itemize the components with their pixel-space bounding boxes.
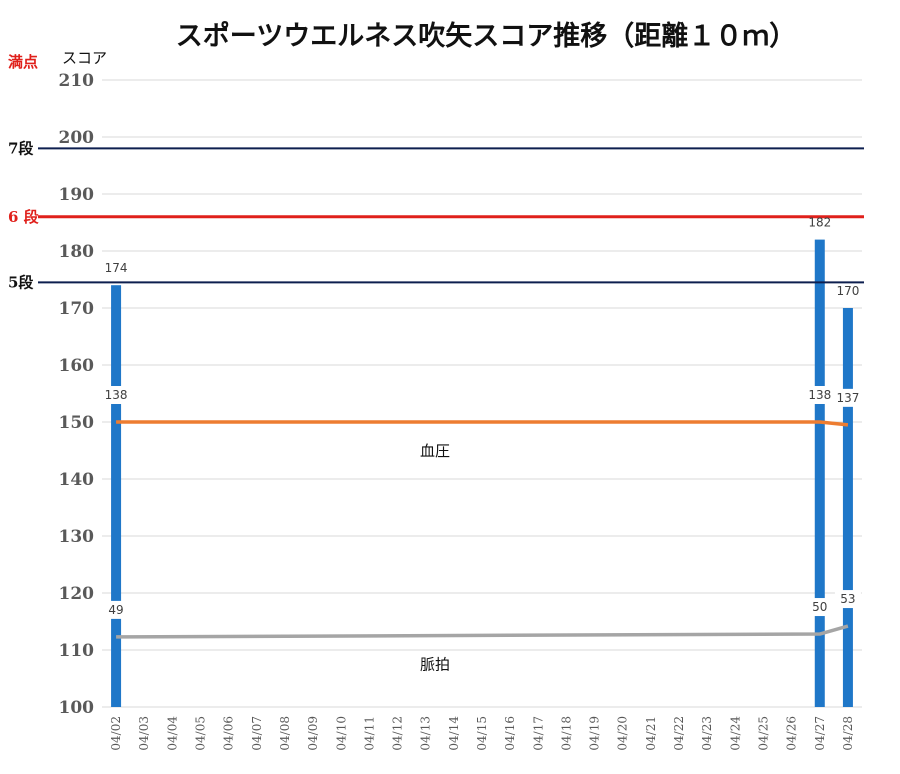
x-tick-label: 04/14 — [447, 716, 461, 751]
y-tick-label: 140 — [59, 470, 95, 490]
x-tick-label: 04/07 — [250, 716, 264, 751]
series-line — [116, 420, 849, 427]
data-label-bg — [806, 598, 833, 617]
x-tick-label: 04/22 — [672, 716, 686, 751]
chart-title: スポーツウエルネス吹矢スコア推移（距離１０ｍ） — [176, 20, 796, 52]
bar — [111, 285, 122, 707]
line-value-label: 137 — [836, 391, 859, 405]
x-tick-labels: 04/02 04/03 04/04 04/05 04/06 04/07 04/08 04/09… — [109, 716, 855, 751]
y-tick-label: 150 — [59, 413, 95, 433]
data-label-bg — [834, 590, 861, 609]
x-tick-label: 04/26 — [785, 716, 799, 751]
data-labels: 174 182 170 138 138 137 49 50 53 — [103, 216, 861, 619]
x-tick-label: 04/20 — [616, 716, 630, 751]
reference-line-label: 6 段 — [8, 208, 39, 226]
x-tick-label: 04/04 — [165, 716, 179, 751]
x-tick-label: 04/03 — [137, 716, 151, 751]
reference-lines: 満点 7段 6 段 5段 — [8, 53, 864, 291]
data-label-bg — [103, 600, 130, 619]
x-tick-label: 04/27 — [813, 716, 827, 751]
data-label-bg — [103, 386, 130, 404]
y-tick-label: 200 — [59, 128, 95, 148]
series-lines — [116, 420, 849, 639]
y-tick-label: 100 — [59, 698, 95, 718]
y-tick-label: 120 — [59, 584, 95, 604]
series-line — [116, 624, 849, 639]
line-value-label: 53 — [840, 592, 855, 606]
data-label-bg — [806, 386, 833, 404]
bar — [814, 239, 825, 707]
y-tick-label: 130 — [59, 527, 95, 547]
bars — [111, 239, 853, 707]
x-tick-label: 04/16 — [503, 716, 517, 751]
x-tick-label: 04/06 — [222, 716, 236, 751]
y-tick-label: 110 — [59, 641, 95, 661]
series-name-label: 血圧 — [420, 442, 450, 460]
reference-line-label: 満点 — [8, 53, 38, 71]
y-tick-label: 190 — [59, 185, 95, 205]
bar-value-label: 170 — [836, 284, 859, 298]
reference-line-label: 7段 — [8, 139, 33, 157]
bar-value-label: 182 — [808, 216, 831, 230]
x-tick-label: 04/15 — [475, 716, 489, 751]
y-tick-label: 210 — [59, 71, 95, 91]
reference-line-label: 5段 — [8, 273, 33, 291]
x-tick-label: 04/17 — [531, 716, 545, 751]
y-tick-label: 160 — [59, 356, 95, 376]
y-tick-label: 170 — [59, 299, 95, 319]
line-value-label: 138 — [105, 388, 128, 402]
x-tick-label: 04/02 — [109, 716, 123, 751]
y-axis-label: スコア — [62, 49, 107, 67]
gridlines — [102, 79, 862, 708]
bar — [842, 308, 853, 707]
series-name-label: 脈拍 — [420, 656, 450, 674]
x-tick-label: 04/28 — [841, 716, 855, 751]
data-label-bg — [834, 388, 861, 407]
x-tick-label: 04/24 — [728, 716, 742, 751]
x-tick-label: 04/08 — [278, 716, 292, 751]
x-tick-label: 04/19 — [588, 716, 602, 751]
x-tick-label: 04/05 — [194, 716, 208, 751]
x-tick-label: 04/23 — [700, 716, 714, 751]
x-tick-label: 04/18 — [559, 716, 573, 751]
x-tick-label: 04/12 — [391, 716, 405, 751]
y-tick-label: 180 — [59, 242, 95, 262]
x-tick-label: 04/11 — [362, 716, 376, 751]
line-value-label: 49 — [108, 603, 123, 617]
y-tick-labels: 100 110 120 130 140 150 160 170 180 190 200 210 — [59, 71, 95, 718]
x-tick-label: 04/09 — [306, 716, 320, 751]
line-value-label: 50 — [812, 600, 827, 614]
bar-value-label: 174 — [105, 261, 128, 275]
x-tick-label: 04/10 — [334, 716, 348, 751]
x-tick-label: 04/21 — [644, 716, 658, 751]
x-tick-label: 04/25 — [756, 716, 770, 751]
x-tick-label: 04/13 — [419, 716, 433, 751]
line-value-label: 138 — [808, 388, 831, 402]
